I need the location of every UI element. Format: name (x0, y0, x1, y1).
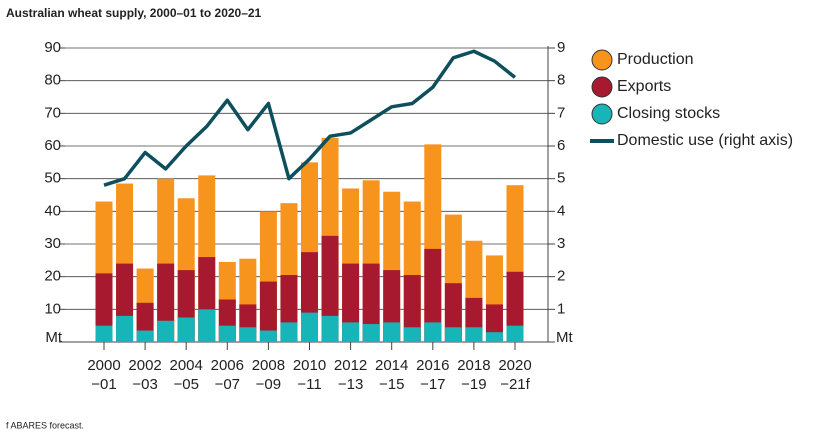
y2-tick-label: 8 (557, 72, 565, 89)
x-tick-label: 2000 −01 (87, 357, 120, 393)
bar (362, 324, 380, 342)
bar (383, 322, 401, 342)
footnote: f ABARES forecast. (6, 420, 84, 430)
bar (506, 271, 524, 342)
bar (403, 275, 421, 342)
y-tick-label: 10 (44, 300, 61, 317)
bar (403, 327, 421, 342)
legend-marker (591, 103, 613, 125)
bar (321, 315, 339, 342)
bar (424, 248, 442, 342)
bar (218, 325, 236, 342)
bar (136, 330, 154, 342)
y2-tick-label: 9 (557, 39, 565, 56)
x-tick-label: 2020 −21f (498, 357, 531, 393)
chart-title: Australian wheat supply, 2000–01 to 2020… (6, 6, 262, 20)
legend-label: Production (617, 51, 694, 68)
bar (362, 263, 380, 342)
bar (259, 330, 277, 342)
legend-label: Closing stocks (617, 105, 720, 122)
x-tick-label: 2002 −03 (128, 357, 161, 393)
x-tick-label: 2006 −07 (211, 357, 244, 393)
y2-tick-label: 1 (557, 300, 565, 317)
y2-unit: Mt (556, 329, 573, 346)
bar (157, 320, 175, 342)
x-tick-label: 2010 −11 (293, 357, 326, 393)
bar (95, 273, 113, 342)
y2-tick-label: 3 (557, 235, 565, 252)
bar (198, 309, 216, 342)
legend-label: Exports (617, 78, 671, 95)
bar (342, 322, 360, 342)
bar (280, 322, 298, 342)
y-tick-label: 80 (44, 72, 61, 89)
y-tick-label: 70 (44, 104, 61, 121)
y2-tick-label: 4 (557, 202, 565, 219)
y-tick-label: 60 (44, 137, 61, 154)
legend-label: Domestic use (right axis) (617, 132, 793, 149)
x-tick-label: 2018 −19 (457, 357, 490, 393)
bar (444, 327, 462, 342)
bar (301, 312, 318, 342)
x-tick-label: 2004 −05 (170, 357, 203, 393)
x-tick-label: 2012 −13 (334, 357, 367, 393)
bar (95, 325, 113, 342)
y-tick-label: 40 (44, 202, 61, 219)
bar (321, 235, 339, 342)
bar (116, 315, 134, 342)
y-tick-label: 20 (44, 268, 61, 285)
legend-marker (591, 76, 613, 98)
y-tick-label: 50 (44, 170, 61, 187)
x-tick-label: 2008 −09 (252, 357, 285, 393)
bar (506, 325, 524, 342)
line (103, 49, 517, 187)
y2-tick-label: 2 (557, 268, 565, 285)
y-unit: Mt (45, 329, 62, 346)
bar (177, 317, 195, 342)
bar (485, 332, 503, 342)
y2-tick-label: 7 (557, 104, 565, 121)
y-tick-label: 90 (44, 39, 61, 56)
bar (465, 327, 483, 342)
y2-tick-label: 6 (557, 137, 565, 154)
y2-tick-label: 5 (557, 170, 565, 187)
x-tick-label: 2016 −17 (416, 357, 449, 393)
bar (424, 322, 442, 342)
y-tick-label: 30 (44, 235, 61, 252)
bar (259, 281, 277, 342)
legend-marker (591, 49, 613, 71)
x-tick-label: 2014 −15 (375, 357, 408, 393)
bar (239, 327, 257, 342)
